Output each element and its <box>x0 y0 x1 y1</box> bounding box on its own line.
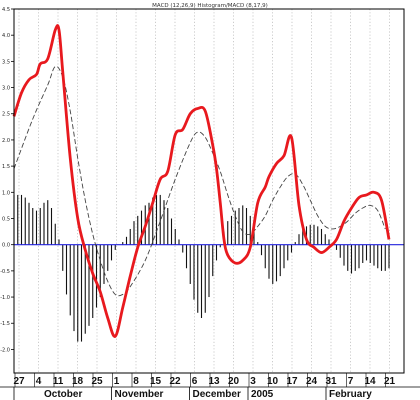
y-tick-label: 1.5 <box>2 164 10 170</box>
x-date-label: 3 <box>250 376 256 387</box>
y-tick-label: -0.5 <box>0 269 10 275</box>
x-date-label: 15 <box>150 376 162 387</box>
y-tick-label: 2.0 <box>2 138 10 144</box>
chart-title: MACD (12,26,9) Histogram/MACD (8,17,9) <box>152 3 268 9</box>
x-date-label: 6 <box>192 376 198 387</box>
x-date-label: 18 <box>72 376 84 387</box>
signal-line <box>13 65 386 297</box>
x-date-label: 14 <box>364 376 376 387</box>
x-date-label: 24 <box>306 376 318 387</box>
macd-line <box>12 24 391 338</box>
y-tick-label: 4.5 <box>2 7 10 13</box>
x-date-label: 11 <box>53 376 64 387</box>
y-tick-label: -2.0 <box>0 347 10 353</box>
x-date-label: 8 <box>133 376 139 387</box>
signal-line-path <box>13 65 386 297</box>
x-date-label: 21 <box>384 376 396 387</box>
macd-line-path <box>12 24 391 338</box>
y-tick-label: -1.5 <box>0 321 10 327</box>
y-tick-label: -1.0 <box>0 295 10 301</box>
y-tick-label: 0.5 <box>2 216 10 222</box>
x-date-label: 27 <box>13 376 25 387</box>
x-date-label: 31 <box>325 376 337 387</box>
x-date-label: 7 <box>348 376 354 387</box>
x-month-label: November <box>115 389 164 400</box>
x-month-label: October <box>44 389 82 400</box>
y-axis-ticks: 4.5 4.0 3.5 3.0 2.5 2.0 1.5 1.0 0.5 0.0 -0.5 -1.0 -1… <box>0 7 14 353</box>
x-date-label: 4 <box>36 376 42 387</box>
x-month-label: February <box>329 389 372 400</box>
y-tick-label: 3.0 <box>2 86 10 92</box>
plot-frame <box>13 8 405 374</box>
histogram <box>13 194 390 342</box>
x-axis: 27 4 11 18 25 1 8 15 22 6 13 20 3 10 17 24 31 7 14 21Octobe… <box>0 373 420 400</box>
y-tick-label: 2.5 <box>2 112 10 118</box>
x-month-label: December <box>193 389 241 400</box>
x-date-label: 22 <box>169 376 181 387</box>
y-tick-label: 4.0 <box>2 33 10 39</box>
x-date-label: 1 <box>114 376 120 387</box>
y-tick-label: 1.0 <box>2 190 10 196</box>
y-tick-label: 3.5 <box>2 59 10 65</box>
x-date-label: 20 <box>228 376 240 387</box>
x-month-label: 2005 <box>251 389 274 400</box>
x-date-label: 17 <box>286 376 298 387</box>
x-date-label: 25 <box>91 376 103 387</box>
y-tick-label: 0.0 <box>2 243 10 249</box>
x-date-label: 13 <box>208 376 220 387</box>
x-date-label: 10 <box>267 376 279 387</box>
